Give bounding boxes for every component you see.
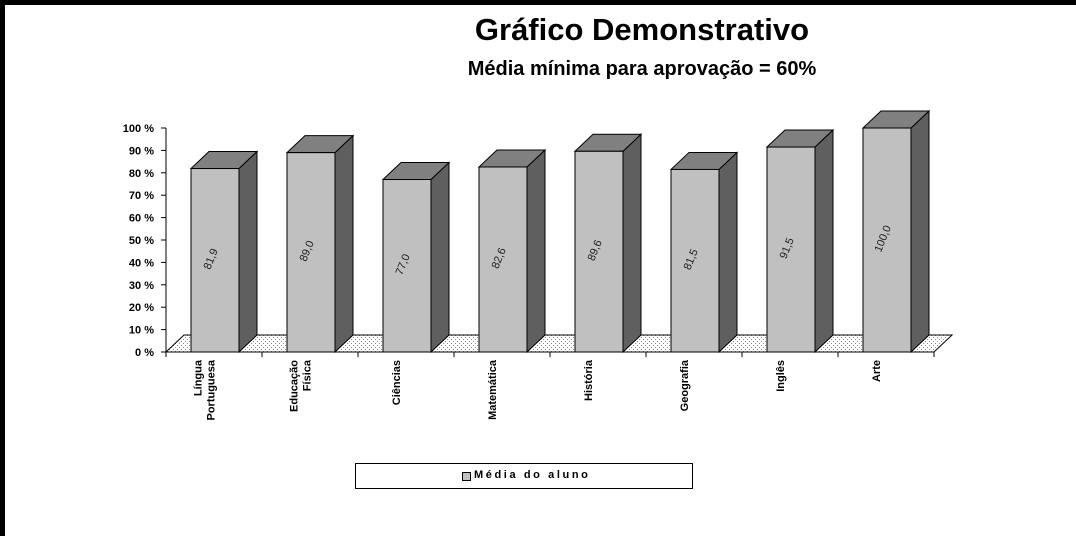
frame-left-border	[0, 0, 5, 536]
bar-side	[622, 133, 642, 354]
y-tick-label: 30 %	[129, 280, 154, 292]
x-tick-label: Inglês	[775, 360, 787, 392]
x-tick-label: LínguaPortuguesa	[193, 359, 218, 420]
bar-side	[238, 150, 258, 354]
bar-front	[382, 179, 432, 353]
bar: 91,5	[765, 128, 835, 354]
legend-swatch	[462, 472, 471, 481]
y-tick-label: 80 %	[129, 168, 154, 180]
chart-legend: Média do aluno	[355, 463, 693, 489]
x-tick-label: EducaçãoFísica	[289, 359, 314, 412]
y-tick-label: 100 %	[123, 123, 154, 135]
x-tick-label: Geografia	[679, 359, 691, 411]
y-tick-label: 70 %	[129, 190, 154, 202]
x-tick-label-line: Educação	[289, 360, 301, 412]
x-tick-label-line: História	[583, 359, 595, 401]
bar-front	[286, 152, 336, 353]
x-tick-label-line: Arte	[871, 360, 883, 382]
bar-front	[478, 166, 528, 353]
legend-label: Média do aluno	[474, 469, 591, 481]
bar: 81,5	[669, 151, 739, 354]
x-tick-label: História	[583, 359, 595, 401]
y-tick-label: 20 %	[129, 302, 154, 314]
y-tick-label: 10 %	[129, 325, 154, 337]
x-tick-label: Arte	[871, 360, 883, 382]
x-tick-label-line: Portuguesa	[206, 359, 218, 420]
bar-front	[766, 146, 816, 353]
x-tick-label-line: Geografia	[679, 359, 691, 411]
chart-subtitle: Média mínima para aprovação = 60%	[467, 58, 817, 80]
bar-side	[430, 161, 450, 354]
y-tick-label: 90 %	[129, 145, 154, 157]
chart-floor	[164, 334, 954, 353]
bar-front	[670, 168, 720, 353]
bar-front	[190, 168, 240, 353]
chart-title: Gráfico Demonstrativo	[474, 12, 810, 47]
bar-side	[718, 151, 738, 354]
y-tick-label: 50 %	[129, 235, 154, 247]
bar: 89,0	[285, 134, 355, 354]
y-tick-label: 60 %	[129, 213, 154, 225]
x-tick-label-line: Língua	[193, 359, 205, 396]
x-tick-label-line: Ciências	[391, 360, 403, 405]
bar-front	[862, 127, 912, 353]
bar-side	[814, 128, 834, 354]
bar-side	[526, 148, 546, 354]
bar-side	[334, 134, 354, 354]
x-tick-label-line: Física	[302, 359, 314, 391]
x-tick-label: Ciências	[391, 360, 403, 405]
y-tick-label: 40 %	[129, 257, 154, 269]
bar: 77,0	[381, 161, 451, 354]
x-tick-label-line: Inglês	[775, 360, 787, 392]
y-tick-label: 0 %	[135, 347, 154, 359]
x-tick-label: Matemática	[487, 359, 499, 420]
bar: 89,6	[573, 133, 643, 354]
bar-side	[910, 109, 930, 354]
bar: 82,6	[477, 148, 547, 354]
bar-front	[574, 150, 624, 353]
bar: 100,0	[861, 109, 931, 354]
bar: 81,9	[189, 150, 259, 354]
x-tick-label-line: Matemática	[487, 359, 499, 420]
frame-top-border	[0, 0, 1076, 5]
